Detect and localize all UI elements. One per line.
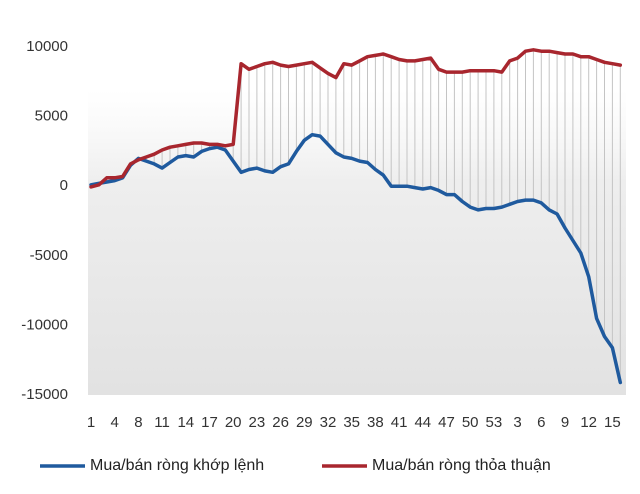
legend-label: Mua/bán ròng thỏa thuận: [372, 457, 551, 474]
legend: Mua/bán ròng khớp lệnh Mua/bán ròng thỏa …: [40, 457, 551, 474]
y-tick-label: 10000: [26, 38, 68, 55]
x-tick-label: 35: [343, 414, 360, 431]
x-tick-label: 17: [201, 414, 218, 431]
x-tick-label: 50: [462, 414, 479, 431]
x-tick-label: 1: [87, 414, 95, 431]
series-line: [89, 132, 623, 385]
x-tick-label: 8: [134, 414, 142, 431]
y-tick-label: 0: [60, 177, 68, 194]
x-tick-label: 23: [249, 414, 266, 431]
plot-background: [88, 90, 626, 395]
y-tick-label: -10000: [21, 316, 68, 333]
x-tick-label: 38: [367, 414, 384, 431]
x-tick-label: 44: [414, 414, 431, 431]
y-tick-label: -5000: [30, 247, 68, 264]
x-tick-label: 29: [296, 414, 313, 431]
x-tick-label: 32: [320, 414, 337, 431]
x-tick-label: 20: [225, 414, 242, 431]
x-tick-label: 4: [111, 414, 119, 431]
x-tick-label: 15: [604, 414, 621, 431]
x-tick-label: 26: [272, 414, 289, 431]
x-tick-label: 3: [513, 414, 521, 431]
y-tick-label: -15000: [21, 386, 68, 403]
y-tick-label: 5000: [35, 108, 68, 125]
x-tick-label: 41: [391, 414, 408, 431]
x-tick-label: 14: [177, 414, 194, 431]
x-tick-label: 11: [154, 414, 170, 431]
x-tick-label: 12: [580, 414, 597, 431]
x-tick-label: 6: [537, 414, 545, 431]
x-tick-label: 9: [561, 414, 569, 431]
x-tick-label: 53: [486, 414, 503, 431]
series-line: [89, 48, 623, 189]
x-tick-label: 47: [438, 414, 455, 431]
legend-label: Mua/bán ròng khớp lệnh: [90, 457, 264, 474]
